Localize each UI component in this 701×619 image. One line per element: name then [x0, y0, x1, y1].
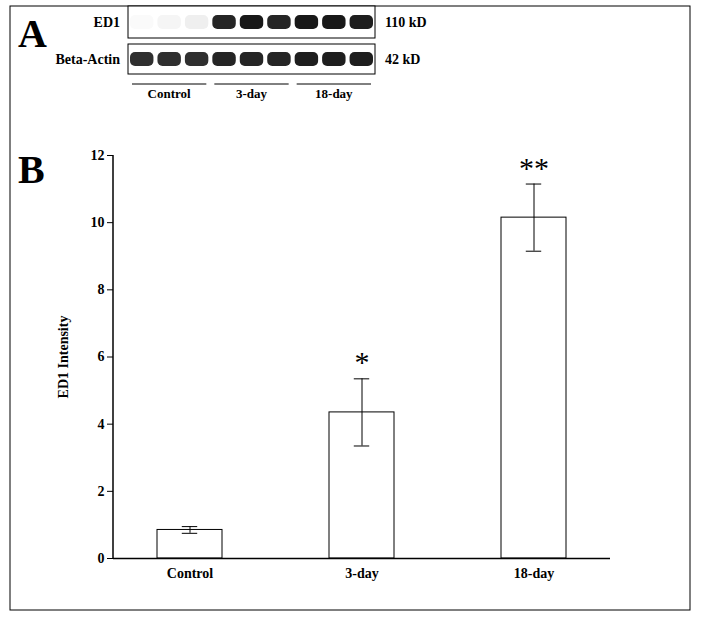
svg-text:Control: Control	[167, 566, 214, 581]
svg-text:3-day: 3-day	[236, 86, 268, 101]
svg-text:110 kD: 110 kD	[385, 15, 427, 30]
svg-text:8: 8	[98, 282, 105, 297]
svg-text:42 kD: 42 kD	[385, 52, 420, 67]
svg-text:*: *	[355, 345, 370, 378]
svg-text:Beta-Actin: Beta-Actin	[55, 52, 120, 67]
svg-text:4: 4	[98, 417, 105, 432]
svg-text:Control: Control	[148, 86, 191, 101]
svg-text:18-day: 18-day	[315, 86, 353, 101]
html-text:B: B	[18, 147, 45, 192]
svg-text:**: **	[519, 151, 549, 184]
svg-text:ED1 Intensity: ED1 Intensity	[56, 316, 71, 399]
svg-text:18-day: 18-day	[514, 566, 554, 581]
svg-text:0: 0	[98, 551, 105, 566]
svg-text:ED1: ED1	[94, 15, 120, 30]
svg-text:10: 10	[91, 215, 105, 230]
svg-text:12: 12	[91, 148, 105, 163]
html-text:A: A	[18, 11, 47, 56]
svg-text:2: 2	[98, 484, 105, 499]
svg-text:3-day: 3-day	[345, 566, 378, 581]
svg-text:6: 6	[98, 349, 105, 364]
